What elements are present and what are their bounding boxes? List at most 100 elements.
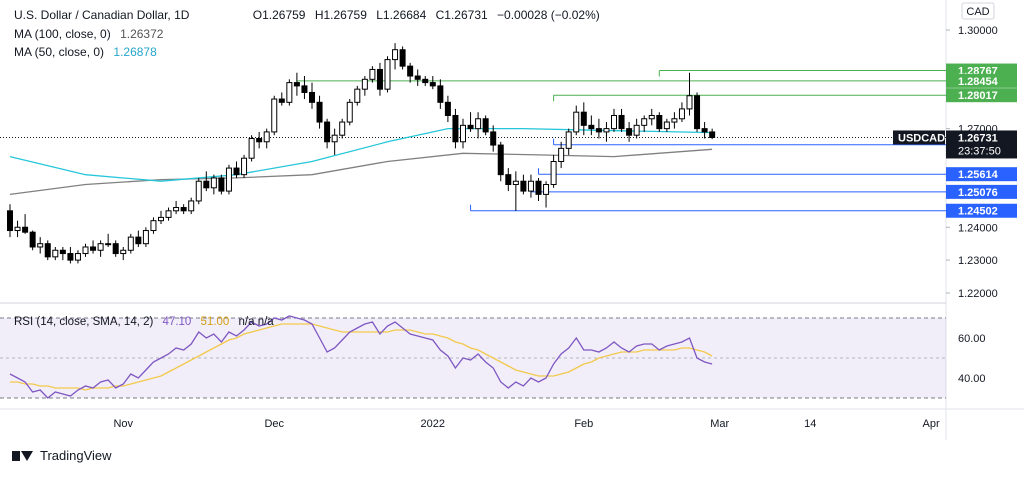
candle (74, 250, 81, 264)
candle (248, 135, 255, 162)
rsi-value: 47.10 (162, 316, 192, 328)
candle-body (392, 49, 399, 61)
symbol-legend[interactable]: U.S. Dollar / Canadian Dollar, 1D O1.267… (14, 8, 606, 22)
candle (105, 233, 112, 247)
candle-body (376, 68, 383, 90)
candle-body (527, 180, 534, 192)
candle (150, 217, 157, 234)
candle (361, 76, 368, 96)
candle-body (648, 114, 655, 120)
candle (686, 72, 693, 116)
candle-body (346, 101, 353, 123)
ma50-line (9, 127, 713, 182)
level-tag-support (946, 167, 1017, 182)
footer-brand[interactable]: TradingView (12, 448, 112, 463)
brand-label: TradingView (40, 448, 112, 463)
candle (429, 76, 436, 90)
symbol-tag-label: USDCAD (898, 132, 945, 144)
ma100-legend[interactable]: MA (100, close, 0) 1.26372 (14, 27, 169, 41)
candle-body (150, 220, 157, 232)
candle-body (82, 246, 89, 255)
candle (505, 168, 512, 192)
currency-label: CAD (966, 6, 989, 18)
rsi-legend[interactable]: RSI (14, close, SMA, 14, 2) 47.10 51.00 … (14, 316, 280, 328)
level-tag-resistance (946, 88, 1017, 103)
candle-layer (7, 43, 716, 264)
ma100-value: 1.26372 (120, 27, 164, 41)
time-tick-label: 2022 (421, 418, 445, 430)
ma-layer (9, 127, 713, 196)
candle-body (611, 114, 617, 130)
candle-body (37, 243, 44, 248)
candle (241, 154, 248, 178)
ohlc-close: C1.26731 (435, 8, 488, 22)
candle-body (127, 236, 134, 251)
candle-body (120, 249, 127, 255)
candle-body (709, 131, 716, 139)
candle-body (520, 180, 527, 192)
candle-body (241, 157, 248, 176)
time-tick-label: 14 (804, 418, 816, 430)
candle-body (324, 121, 331, 143)
candle-body (414, 75, 421, 80)
candle-body (29, 231, 36, 248)
rsi-layer (9, 315, 713, 399)
candle (82, 243, 89, 257)
candle-body (90, 246, 97, 251)
candle (354, 85, 361, 106)
time-tick-label: Feb (574, 418, 593, 430)
candle (399, 46, 406, 70)
candle-body (233, 167, 240, 176)
currency-box (961, 2, 995, 20)
candle-body (505, 174, 512, 186)
price-tick-label: 1.23000 (958, 255, 998, 267)
candle-body (135, 236, 142, 245)
candle (482, 115, 489, 136)
candle (90, 240, 97, 254)
candle (127, 233, 134, 254)
tradingview-logo-icon (12, 449, 34, 463)
time-tick-label: Nov (113, 418, 133, 430)
candle (29, 230, 36, 251)
candle-body (460, 124, 466, 143)
candle-body (44, 243, 51, 258)
candle (588, 115, 595, 136)
candle-body (663, 121, 670, 130)
candle-body (678, 108, 685, 120)
candle-body (512, 180, 519, 186)
candle-body (422, 78, 429, 84)
candle (188, 197, 195, 215)
ohlc-open: O1.26759 (252, 8, 306, 22)
axis-layer: 1.30000 1.27000 1.24000 1.23000 1.22000 CAD No… (113, 2, 998, 430)
candle (550, 154, 557, 188)
candle-body (490, 131, 497, 146)
candle (512, 171, 519, 211)
price-tick-label: 1.30000 (958, 25, 998, 37)
candle-body (656, 114, 663, 130)
candle (678, 102, 685, 123)
candle (203, 171, 210, 192)
candle-body (339, 121, 346, 136)
ma50-legend[interactable]: MA (50, close, 0) 1.26878 (14, 45, 163, 59)
level-tag-support (946, 203, 1017, 218)
candle-body (67, 253, 74, 261)
price-tick-label: 1.24000 (958, 222, 998, 234)
ohlc-high: H1.26759 (314, 8, 367, 22)
candle (301, 76, 308, 100)
candle (520, 174, 527, 195)
candle (52, 246, 59, 261)
rsi-label: RSI (14, close, SMA, 14, 2) (14, 316, 154, 328)
candle-body (142, 230, 149, 245)
candle (467, 112, 474, 132)
countdown-label: 23:37:50 (958, 145, 1001, 157)
candle-body (203, 180, 210, 189)
candle (701, 122, 708, 139)
ma100-label: MA (100, close, 0) (14, 27, 111, 41)
symbol-tag (893, 130, 945, 145)
candle (339, 118, 346, 139)
rsi-tick-label: 60.00 (958, 333, 986, 345)
candle-body (225, 167, 232, 192)
candle (671, 112, 678, 129)
